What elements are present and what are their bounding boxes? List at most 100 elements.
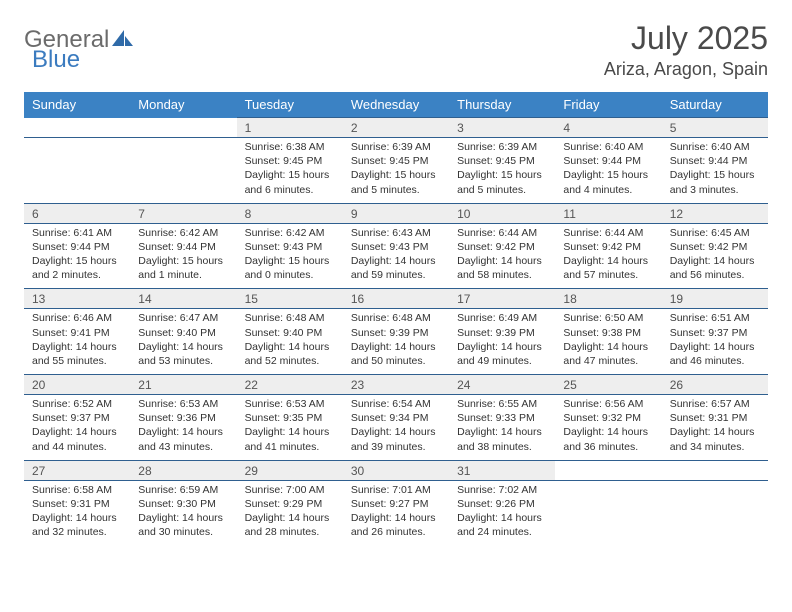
col-monday: Monday <box>130 92 236 118</box>
day-number-cell: 19 <box>662 289 768 309</box>
day-number: 2 <box>343 118 449 137</box>
day-details-cell: Sunrise: 6:45 AMSunset: 9:42 PMDaylight:… <box>662 223 768 289</box>
day-number-cell: 15 <box>237 289 343 309</box>
day-number-cell: 27 <box>24 460 130 480</box>
day-details-cell: Sunrise: 6:51 AMSunset: 9:37 PMDaylight:… <box>662 309 768 375</box>
day-details-cell: Sunrise: 6:42 AMSunset: 9:43 PMDaylight:… <box>237 223 343 289</box>
day-details-cell: Sunrise: 6:57 AMSunset: 9:31 PMDaylight:… <box>662 395 768 461</box>
day-details-cell: Sunrise: 6:40 AMSunset: 9:44 PMDaylight:… <box>555 138 661 204</box>
day-number: 18 <box>555 289 661 308</box>
empty-cell <box>130 138 236 204</box>
day-details: Sunrise: 6:39 AMSunset: 9:45 PMDaylight:… <box>343 138 449 203</box>
day-number-cell: 14 <box>130 289 236 309</box>
day-number: 19 <box>662 289 768 308</box>
logo-sail-icon <box>112 28 134 53</box>
day-details: Sunrise: 6:44 AMSunset: 9:42 PMDaylight:… <box>555 224 661 289</box>
day-details-cell: Sunrise: 6:56 AMSunset: 9:32 PMDaylight:… <box>555 395 661 461</box>
day-details-cell: Sunrise: 6:42 AMSunset: 9:44 PMDaylight:… <box>130 223 236 289</box>
day-number-cell: 21 <box>130 375 236 395</box>
week-details-row: Sunrise: 6:58 AMSunset: 9:31 PMDaylight:… <box>24 480 768 545</box>
day-details-cell: Sunrise: 6:59 AMSunset: 9:30 PMDaylight:… <box>130 480 236 545</box>
day-details-cell: Sunrise: 6:48 AMSunset: 9:40 PMDaylight:… <box>237 309 343 375</box>
empty-cell <box>662 460 768 480</box>
day-number: 16 <box>343 289 449 308</box>
day-number-cell: 18 <box>555 289 661 309</box>
day-details: Sunrise: 6:57 AMSunset: 9:31 PMDaylight:… <box>662 395 768 460</box>
day-details: Sunrise: 7:01 AMSunset: 9:27 PMDaylight:… <box>343 481 449 546</box>
col-tuesday: Tuesday <box>237 92 343 118</box>
week-daynum-row: 6789101112 <box>24 203 768 223</box>
day-details: Sunrise: 6:46 AMSunset: 9:41 PMDaylight:… <box>24 309 130 374</box>
day-details-cell: Sunrise: 6:58 AMSunset: 9:31 PMDaylight:… <box>24 480 130 545</box>
day-number-cell: 9 <box>343 203 449 223</box>
day-number: 21 <box>130 375 236 394</box>
day-number-cell: 24 <box>449 375 555 395</box>
day-details: Sunrise: 6:58 AMSunset: 9:31 PMDaylight:… <box>24 481 130 546</box>
day-details: Sunrise: 6:53 AMSunset: 9:36 PMDaylight:… <box>130 395 236 460</box>
day-details: Sunrise: 7:00 AMSunset: 9:29 PMDaylight:… <box>237 481 343 546</box>
day-number: 29 <box>237 461 343 480</box>
day-number: 7 <box>130 204 236 223</box>
day-number: 28 <box>130 461 236 480</box>
day-details: Sunrise: 6:38 AMSunset: 9:45 PMDaylight:… <box>237 138 343 203</box>
day-number-cell: 11 <box>555 203 661 223</box>
day-details-cell: Sunrise: 6:53 AMSunset: 9:36 PMDaylight:… <box>130 395 236 461</box>
month-title: July 2025 <box>604 20 768 57</box>
empty-cell <box>130 118 236 138</box>
day-number-cell: 17 <box>449 289 555 309</box>
day-details-cell: Sunrise: 6:39 AMSunset: 9:45 PMDaylight:… <box>343 138 449 204</box>
day-number-cell: 22 <box>237 375 343 395</box>
col-friday: Friday <box>555 92 661 118</box>
empty-cell <box>24 138 130 204</box>
day-details: Sunrise: 6:50 AMSunset: 9:38 PMDaylight:… <box>555 309 661 374</box>
day-details-cell: Sunrise: 6:49 AMSunset: 9:39 PMDaylight:… <box>449 309 555 375</box>
empty-cell <box>662 480 768 545</box>
day-number: 25 <box>555 375 661 394</box>
week-daynum-row: 12345 <box>24 118 768 138</box>
day-number: 6 <box>24 204 130 223</box>
day-details-cell: Sunrise: 6:53 AMSunset: 9:35 PMDaylight:… <box>237 395 343 461</box>
day-details: Sunrise: 6:40 AMSunset: 9:44 PMDaylight:… <box>555 138 661 203</box>
day-number-cell: 8 <box>237 203 343 223</box>
day-details: Sunrise: 6:48 AMSunset: 9:40 PMDaylight:… <box>237 309 343 374</box>
day-details: Sunrise: 6:41 AMSunset: 9:44 PMDaylight:… <box>24 224 130 289</box>
day-number: 11 <box>555 204 661 223</box>
day-details: Sunrise: 6:48 AMSunset: 9:39 PMDaylight:… <box>343 309 449 374</box>
day-number: 26 <box>662 375 768 394</box>
day-details-cell: Sunrise: 6:43 AMSunset: 9:43 PMDaylight:… <box>343 223 449 289</box>
day-number: 1 <box>237 118 343 137</box>
day-details-cell: Sunrise: 7:01 AMSunset: 9:27 PMDaylight:… <box>343 480 449 545</box>
day-number: 13 <box>24 289 130 308</box>
logo-line2: Blue <box>32 46 80 74</box>
day-details: Sunrise: 6:44 AMSunset: 9:42 PMDaylight:… <box>449 224 555 289</box>
week-details-row: Sunrise: 6:41 AMSunset: 9:44 PMDaylight:… <box>24 223 768 289</box>
day-number: 5 <box>662 118 768 137</box>
day-number: 3 <box>449 118 555 137</box>
day-details: Sunrise: 6:55 AMSunset: 9:33 PMDaylight:… <box>449 395 555 460</box>
day-details: Sunrise: 6:43 AMSunset: 9:43 PMDaylight:… <box>343 224 449 289</box>
day-number-cell: 4 <box>555 118 661 138</box>
day-details-cell: Sunrise: 7:02 AMSunset: 9:26 PMDaylight:… <box>449 480 555 545</box>
day-number-cell: 23 <box>343 375 449 395</box>
week-details-row: Sunrise: 6:46 AMSunset: 9:41 PMDaylight:… <box>24 309 768 375</box>
day-details-cell: Sunrise: 6:46 AMSunset: 9:41 PMDaylight:… <box>24 309 130 375</box>
day-number-cell: 29 <box>237 460 343 480</box>
col-wednesday: Wednesday <box>343 92 449 118</box>
day-details-cell: Sunrise: 6:44 AMSunset: 9:42 PMDaylight:… <box>449 223 555 289</box>
day-header-row: Sunday Monday Tuesday Wednesday Thursday… <box>24 92 768 118</box>
col-thursday: Thursday <box>449 92 555 118</box>
day-details: Sunrise: 6:53 AMSunset: 9:35 PMDaylight:… <box>237 395 343 460</box>
day-number: 17 <box>449 289 555 308</box>
col-saturday: Saturday <box>662 92 768 118</box>
empty-cell <box>24 118 130 138</box>
day-number: 9 <box>343 204 449 223</box>
location-subtitle: Ariza, Aragon, Spain <box>604 59 768 80</box>
day-number-cell: 16 <box>343 289 449 309</box>
day-number-cell: 2 <box>343 118 449 138</box>
day-details-cell: Sunrise: 6:54 AMSunset: 9:34 PMDaylight:… <box>343 395 449 461</box>
day-number-cell: 6 <box>24 203 130 223</box>
day-number-cell: 26 <box>662 375 768 395</box>
day-details-cell: Sunrise: 6:40 AMSunset: 9:44 PMDaylight:… <box>662 138 768 204</box>
week-daynum-row: 2728293031 <box>24 460 768 480</box>
day-details-cell: Sunrise: 6:41 AMSunset: 9:44 PMDaylight:… <box>24 223 130 289</box>
